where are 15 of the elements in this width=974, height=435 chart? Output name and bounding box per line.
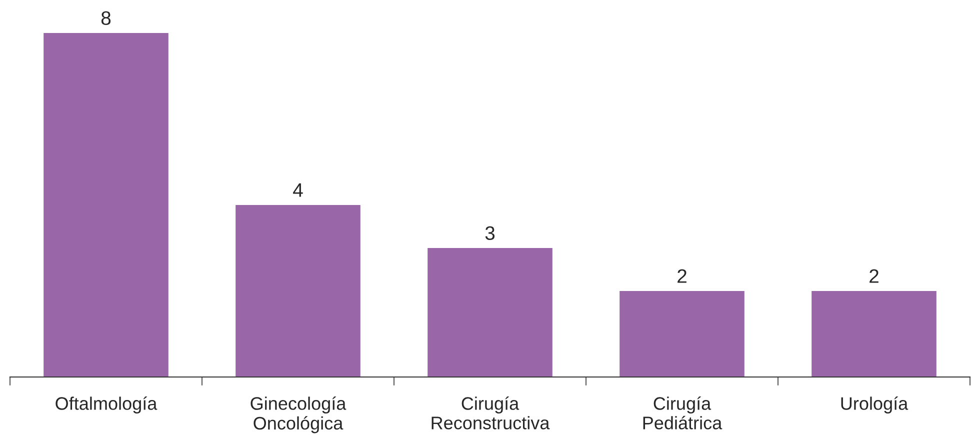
x-tick-label: Cirugía Pediátrica xyxy=(643,396,722,430)
data-label: 4 xyxy=(293,183,303,197)
bar xyxy=(620,291,744,377)
x-tick-label: Oftalmología xyxy=(56,396,158,414)
x-tick-label: Urología xyxy=(841,396,908,414)
x-tick-label: Cirugía Reconstructiva xyxy=(432,396,550,430)
data-label: 8 xyxy=(101,11,111,26)
data-label: 3 xyxy=(485,226,495,240)
bar xyxy=(44,33,168,377)
x-tick-label: Ginecología Oncológica xyxy=(250,396,346,434)
bar xyxy=(236,205,360,377)
data-label: 2 xyxy=(678,269,686,283)
data-label: 2 xyxy=(870,269,878,283)
bar xyxy=(812,291,936,377)
bar xyxy=(428,248,552,377)
